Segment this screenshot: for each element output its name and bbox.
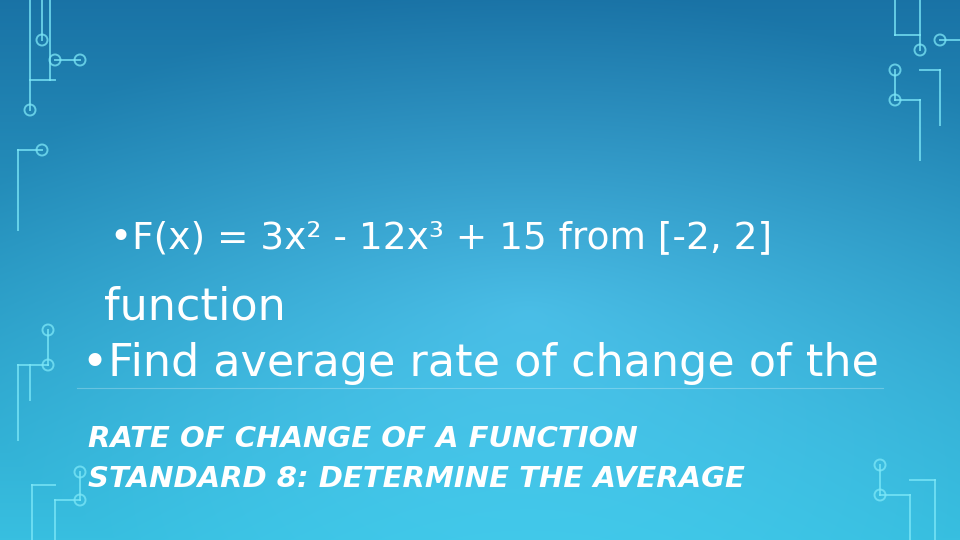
- Text: •F(x) = 3x² - 12x³ + 15 from [-2, 2]: •F(x) = 3x² - 12x³ + 15 from [-2, 2]: [110, 220, 772, 256]
- Text: •Find average rate of change of the: •Find average rate of change of the: [82, 342, 878, 385]
- Text: RATE OF CHANGE OF A FUNCTION: RATE OF CHANGE OF A FUNCTION: [88, 425, 637, 453]
- Text: function: function: [104, 285, 286, 328]
- Text: STANDARD 8: DETERMINE THE AVERAGE: STANDARD 8: DETERMINE THE AVERAGE: [88, 465, 745, 493]
